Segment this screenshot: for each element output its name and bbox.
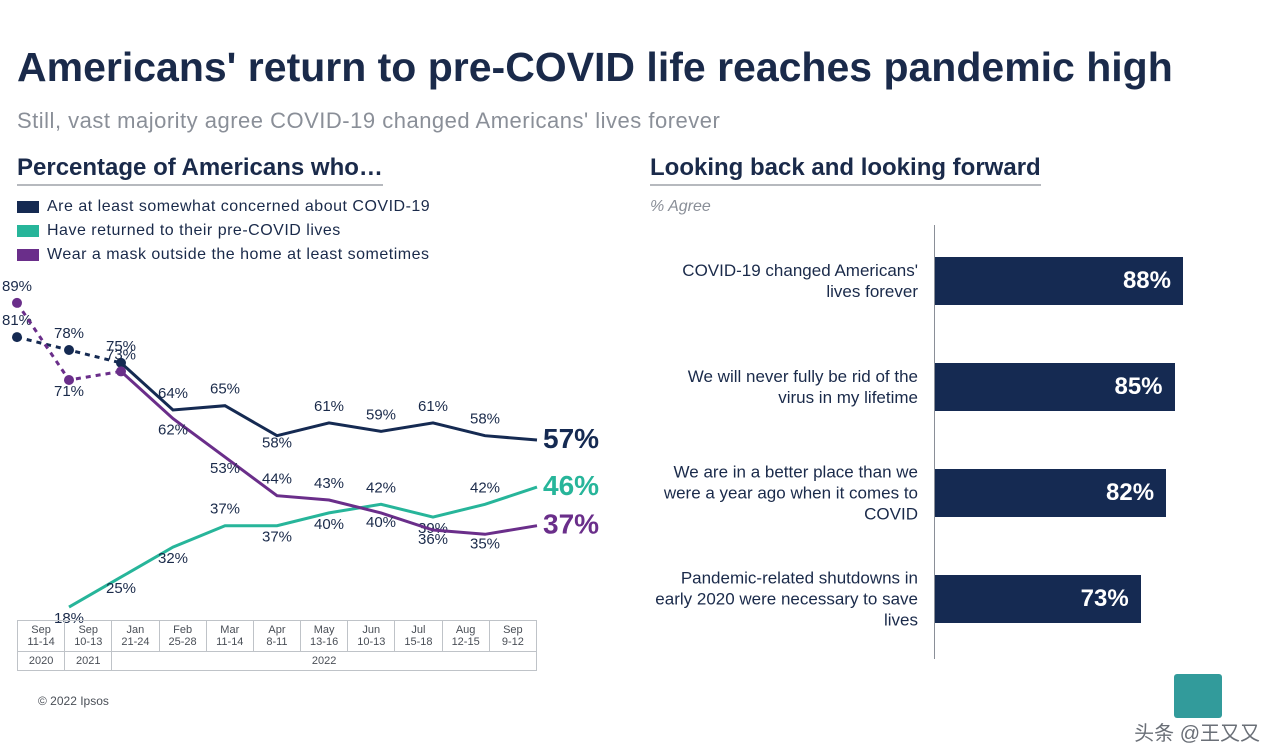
legend-swatch-mask xyxy=(17,249,39,261)
svg-text:43%: 43% xyxy=(314,475,344,492)
page-title: Americans' return to pre-COVID life reac… xyxy=(17,44,1173,91)
svg-text:42%: 42% xyxy=(470,479,500,496)
svg-text:35%: 35% xyxy=(470,535,500,552)
bar-label: COVID-19 changed Americans' lives foreve… xyxy=(650,260,918,302)
xaxis-tick: May13-16 xyxy=(301,621,348,652)
svg-text:32%: 32% xyxy=(158,550,188,567)
xaxis-year: 2022 xyxy=(112,652,537,671)
svg-text:25%: 25% xyxy=(106,580,136,597)
svg-text:61%: 61% xyxy=(314,398,344,415)
line-chart-svg: 81%78%75%64%65%58%61%59%61%58%57%18%25%3… xyxy=(17,290,537,620)
svg-text:65%: 65% xyxy=(210,381,240,398)
bar-rect: 82% xyxy=(935,469,1166,517)
ipsos-logo xyxy=(1174,674,1222,718)
bar-label: Pandemic-related shutdowns in early 2020… xyxy=(650,568,918,631)
xaxis-tick: Jul15-18 xyxy=(395,621,442,652)
svg-text:58%: 58% xyxy=(262,435,292,452)
bar-value: 73% xyxy=(1081,585,1129,613)
legend: Are at least somewhat concerned about CO… xyxy=(17,198,430,270)
bar-value: 82% xyxy=(1106,479,1154,507)
svg-text:37%: 37% xyxy=(210,501,240,518)
svg-text:62%: 62% xyxy=(158,422,188,439)
xaxis-tick: Feb25-28 xyxy=(159,621,206,652)
xaxis-tick: Mar11-14 xyxy=(206,621,253,652)
bar-chart: COVID-19 changed Americans' lives foreve… xyxy=(650,225,1220,681)
svg-text:37%: 37% xyxy=(543,509,599,540)
legend-label-returned: Have returned to their pre-COVID lives xyxy=(47,222,341,240)
line-chart-xaxis: Sep11-14Sep10-13Jan21-24Feb25-28Mar11-14… xyxy=(17,620,537,678)
svg-text:64%: 64% xyxy=(158,385,188,402)
xaxis-tick: Sep10-13 xyxy=(65,621,112,652)
xaxis-year: 2021 xyxy=(65,652,112,671)
svg-text:78%: 78% xyxy=(54,325,84,342)
bar-row: Pandemic-related shutdowns in early 2020… xyxy=(650,575,1220,623)
svg-text:40%: 40% xyxy=(366,514,396,531)
svg-text:73%: 73% xyxy=(106,346,136,363)
svg-text:44%: 44% xyxy=(262,471,292,488)
page-subtitle: Still, vast majority agree COVID-19 chan… xyxy=(17,108,720,134)
bar-row: We will never fully be rid of the virus … xyxy=(650,363,1220,411)
bar-label: We will never fully be rid of the virus … xyxy=(650,366,918,408)
legend-item-returned: Have returned to their pre-COVID lives xyxy=(17,222,430,240)
bar-value: 85% xyxy=(1114,373,1162,401)
xaxis-tick: Apr8-11 xyxy=(253,621,300,652)
xaxis-year: 2020 xyxy=(18,652,65,671)
bar-rect: 85% xyxy=(935,363,1175,411)
legend-label-mask: Wear a mask outside the home at least so… xyxy=(47,246,429,264)
svg-text:42%: 42% xyxy=(366,479,396,496)
watermark-text: 头条 @王又又 xyxy=(1134,717,1260,746)
bar-value: 88% xyxy=(1123,267,1171,295)
bar-rect: 88% xyxy=(935,257,1183,305)
xaxis-tick: Jan21-24 xyxy=(112,621,159,652)
svg-text:58%: 58% xyxy=(470,411,500,428)
footer-copyright: © 2022 Ipsos xyxy=(38,694,109,708)
svg-text:57%: 57% xyxy=(543,423,599,454)
svg-text:46%: 46% xyxy=(543,470,599,501)
svg-text:40%: 40% xyxy=(314,516,344,533)
legend-item-concerned: Are at least somewhat concerned about CO… xyxy=(17,198,430,216)
bar-label: We are in a better place than we were a … xyxy=(650,462,918,525)
xaxis-tick: Aug12-15 xyxy=(442,621,489,652)
svg-text:59%: 59% xyxy=(366,406,396,423)
legend-swatch-returned xyxy=(17,225,39,237)
legend-item-mask: Wear a mask outside the home at least so… xyxy=(17,246,430,264)
bar-rect: 73% xyxy=(935,575,1141,623)
svg-text:37%: 37% xyxy=(262,529,292,546)
left-section-title: Percentage of Americans who… xyxy=(17,154,383,186)
bar-row: We are in a better place than we were a … xyxy=(650,469,1220,517)
pct-agree-label: % Agree xyxy=(650,198,711,216)
svg-text:89%: 89% xyxy=(2,278,32,295)
xaxis-tick: Sep11-14 xyxy=(18,621,65,652)
page-root: Americans' return to pre-COVID life reac… xyxy=(0,0,1280,754)
xaxis-tick: Sep9-12 xyxy=(489,621,536,652)
svg-text:61%: 61% xyxy=(418,398,448,415)
xaxis-tick: Jun10-13 xyxy=(348,621,395,652)
svg-text:36%: 36% xyxy=(418,531,448,548)
svg-text:71%: 71% xyxy=(54,383,84,400)
svg-text:53%: 53% xyxy=(210,460,240,477)
xaxis-table: Sep11-14Sep10-13Jan21-24Feb25-28Mar11-14… xyxy=(17,620,537,671)
bar-row: COVID-19 changed Americans' lives foreve… xyxy=(650,257,1220,305)
right-section-title: Looking back and looking forward xyxy=(650,154,1041,186)
line-chart: 81%78%75%64%65%58%61%59%61%58%57%18%25%3… xyxy=(17,290,537,620)
legend-label-concerned: Are at least somewhat concerned about CO… xyxy=(47,198,430,216)
legend-swatch-concerned xyxy=(17,201,39,213)
